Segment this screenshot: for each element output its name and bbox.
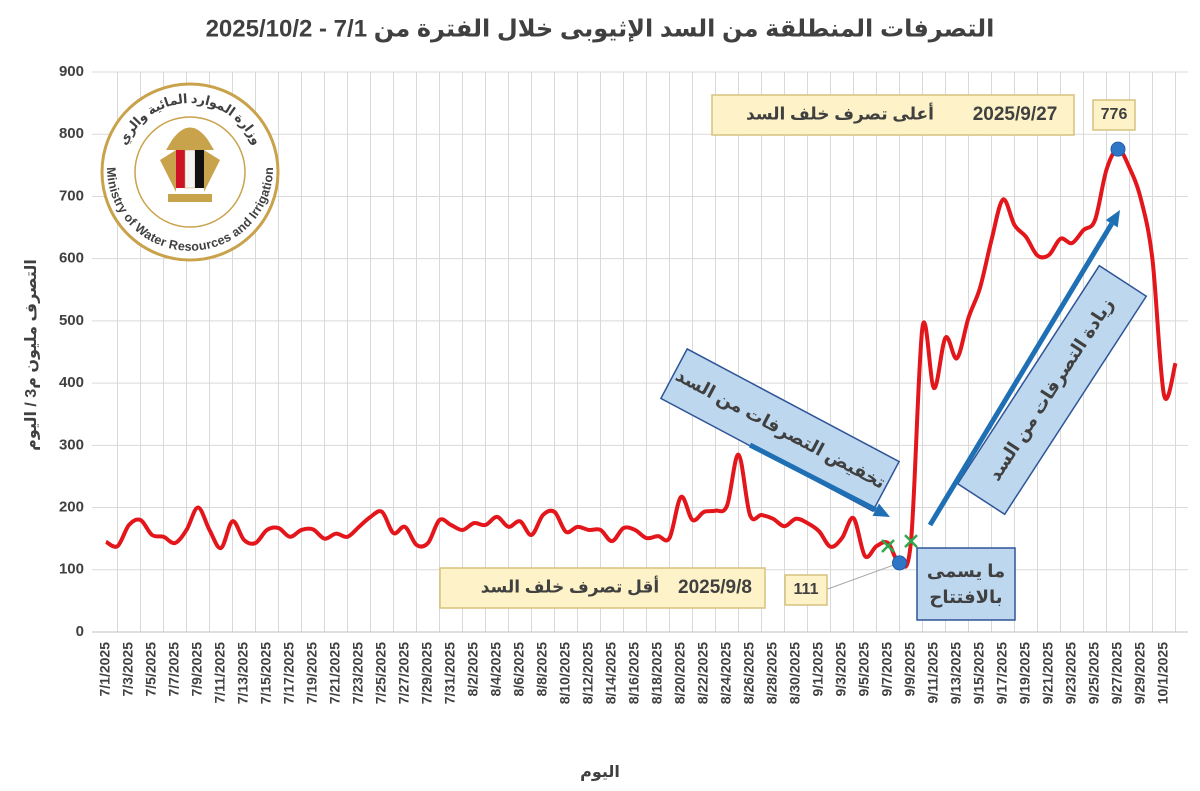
cross-marker	[904, 534, 918, 549]
x-tick-label: 8/22/2025	[695, 642, 711, 704]
callout-box	[956, 264, 1148, 516]
x-tick-label: 9/7/2025	[879, 642, 895, 697]
x-tick-label: 9/29/2025	[1132, 642, 1148, 704]
x-tick-label: 7/31/2025	[442, 642, 458, 704]
x-tick-label: 7/11/2025	[212, 642, 228, 704]
x-tick-label: 7/27/2025	[396, 642, 412, 704]
point-marker	[892, 555, 907, 571]
logo-flag-black	[195, 150, 204, 188]
logo-flag-red	[176, 150, 185, 188]
x-tick-label: 9/15/2025	[971, 642, 987, 704]
x-tick-label: 9/3/2025	[833, 642, 849, 697]
x-tick-label: 9/19/2025	[1017, 642, 1033, 704]
y-axis-label: التصرف مليون م3 / اليوم	[23, 259, 40, 451]
annotation-text: بالافتتاح	[929, 587, 1002, 607]
x-tick-label: 8/4/2025	[488, 642, 504, 697]
x-tick-label: 9/25/2025	[1086, 642, 1102, 704]
annotation-date: 2025/9/27	[973, 104, 1058, 125]
x-tick-label: 9/13/2025	[948, 642, 964, 704]
x-tick-label: 8/20/2025	[672, 642, 688, 704]
arrow-shaft	[748, 442, 877, 512]
x-tick-label: 7/1/2025	[97, 642, 113, 697]
x-tick-label: 8/18/2025	[649, 642, 665, 704]
x-tick-label: 9/5/2025	[856, 642, 872, 697]
x-tick-label: 8/30/2025	[787, 642, 803, 704]
x-tick-label: 7/7/2025	[166, 642, 182, 697]
point-marker	[1110, 141, 1126, 157]
x-tick-label: 9/21/2025	[1040, 642, 1056, 704]
logo-flag-white	[184, 149, 196, 189]
x-tick-label: 7/23/2025	[350, 642, 366, 704]
annotation-date: 2025/9/8	[678, 577, 752, 598]
annotation-text: ما يسمى	[927, 561, 1005, 581]
cross-marker	[881, 539, 895, 553]
x-tick-label: 7/17/2025	[281, 642, 297, 704]
leader-line	[824, 562, 900, 591]
logo: وزارة الموارد المائية والري Ministry of …	[100, 82, 280, 262]
y-tick-label: 900	[59, 63, 84, 80]
x-tick-label: 7/29/2025	[419, 642, 435, 704]
x-tick-label: 7/21/2025	[327, 642, 343, 704]
logo-wings	[160, 150, 220, 192]
x-tick-label: 8/10/2025	[557, 642, 573, 704]
x-tick-label: 8/24/2025	[718, 642, 734, 704]
callout-box	[711, 94, 1075, 136]
x-tick-label: 8/12/2025	[580, 642, 596, 704]
y-tick-label: 500	[59, 312, 84, 329]
arrow-shaft	[927, 222, 1114, 527]
y-tick-label: 200	[59, 499, 84, 516]
x-tick-label: 8/28/2025	[764, 642, 780, 704]
logo-base	[168, 194, 212, 202]
callout-box	[916, 547, 1016, 621]
data-line	[105, 147, 1178, 569]
y-tick-label: 0	[76, 623, 84, 640]
y-tick-label: 700	[59, 187, 84, 204]
x-tick-label: 7/3/2025	[120, 642, 136, 697]
callout-box	[784, 574, 828, 606]
x-tick-label: 7/5/2025	[143, 642, 159, 697]
x-tick-label: 9/23/2025	[1063, 642, 1079, 704]
y-tick-label: 600	[59, 250, 84, 267]
x-tick-label: 9/1/2025	[810, 642, 826, 697]
annotation-text: أقل تصرف خلف السد	[481, 575, 660, 597]
data-label: 111	[794, 581, 819, 598]
y-tick-label: 800	[59, 125, 84, 142]
x-tick-label: 7/15/2025	[258, 642, 274, 704]
x-tick-label: 10/1/2025	[1155, 642, 1171, 704]
x-tick-label: 8/16/2025	[626, 642, 642, 704]
callout-box	[439, 567, 766, 609]
x-tick-label: 9/27/2025	[1109, 642, 1125, 704]
logo-inner-ring	[134, 116, 246, 228]
x-tick-label: 9/11/2025	[925, 642, 941, 704]
annotation-text: أعلى تصرف خلف السد	[746, 102, 934, 124]
x-tick-label: 7/19/2025	[304, 642, 320, 704]
callout-box	[1092, 99, 1136, 131]
x-tick-label: 9/17/2025	[994, 642, 1010, 704]
x-tick-label: 8/6/2025	[511, 642, 527, 697]
x-tick-label: 8/8/2025	[534, 642, 550, 697]
y-tick-label: 300	[59, 436, 84, 453]
chart-title: التصرفات المنطلقة من السد الإثيوبى خلال …	[206, 15, 995, 42]
y-tick-label: 100	[59, 561, 84, 578]
x-tick-label: 7/13/2025	[235, 642, 251, 704]
x-tick-label: 7/25/2025	[373, 642, 389, 704]
logo-eagle	[166, 127, 214, 150]
arrow-head	[1105, 210, 1120, 228]
y-tick-label: 400	[59, 374, 84, 391]
data-label: 776	[1101, 106, 1128, 123]
x-tick-label: 9/9/2025	[902, 642, 918, 697]
x-tick-label: 7/9/2025	[189, 642, 205, 697]
arrow-head	[872, 503, 890, 517]
x-tick-label: 8/2/2025	[465, 642, 481, 697]
x-tick-label: 8/14/2025	[603, 642, 619, 704]
x-axis-label: اليوم	[580, 764, 620, 781]
x-tick-label: 8/26/2025	[741, 642, 757, 704]
